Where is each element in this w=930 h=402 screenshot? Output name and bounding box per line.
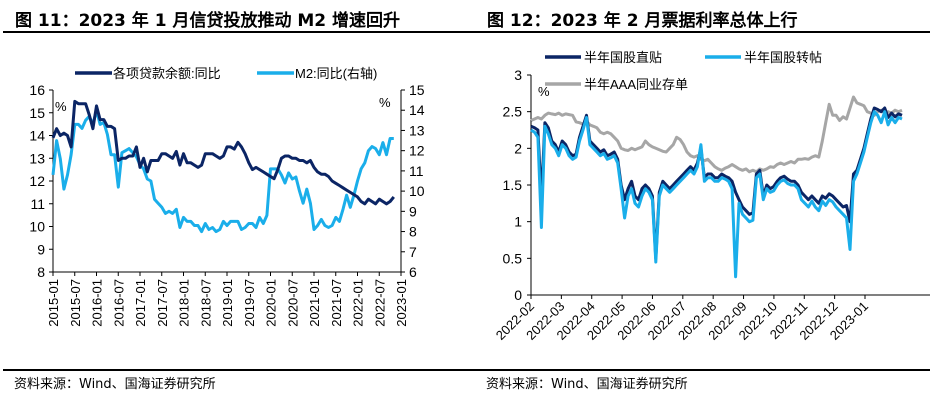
series-line-loans	[51, 99, 395, 206]
right-y-tick-label: 13	[409, 122, 425, 138]
left-y-tick-label: 15	[29, 105, 45, 121]
y-unit: %	[538, 84, 550, 99]
legend-label-ncd: 半年AAA同业存单	[584, 77, 688, 92]
source-divider	[3, 369, 465, 371]
x-tick-label: 2022-07	[372, 279, 387, 327]
y-tick-label: 0	[514, 287, 522, 303]
right-y-tick-label: 10	[409, 183, 425, 199]
y-tick-label: 2	[514, 140, 522, 156]
y-tick-label: 3	[514, 67, 522, 83]
x-tick-label: 2017-01	[133, 279, 148, 327]
right-y-tick-label: 8	[409, 224, 417, 240]
left-y-tick-label: 12	[29, 173, 45, 189]
title-divider	[3, 31, 465, 33]
y-tick-label: 0.5	[503, 250, 523, 266]
x-tick-label: 2015-07	[68, 279, 83, 327]
source-note: 资料来源：Wind、国海证券研究所	[14, 377, 216, 392]
chart-1-loan-m2: 8 9 10 11 12 13 14 15 16 6 7 8 9 10 11 12 13 14 15% % 2015-0…	[29, 66, 425, 327]
left-y-tick-label: 13	[29, 150, 45, 166]
right-y-tick-label: 14	[409, 102, 425, 118]
source-note: 资料来源：Wind、国海证券研究所	[486, 377, 688, 392]
left-y-tick-label: 9	[37, 241, 45, 257]
x-tick-label: 2016-01	[90, 279, 105, 327]
legend-label-rediscount: 半年国股转帖	[744, 50, 822, 65]
left-y-tick-label: 16	[29, 82, 45, 98]
right-y-tick-label: 11	[409, 163, 424, 179]
x-tick-label: 2021-01	[307, 279, 322, 327]
left-y-tick-label: 11	[30, 196, 45, 212]
right-y-tick-label: 12	[409, 143, 425, 159]
y-tick-label: 2.5	[503, 104, 523, 120]
x-tick-label: 2022-01	[351, 279, 366, 327]
x-tick-label: 2018-01	[177, 279, 192, 327]
right-y-tick-label: 15	[409, 82, 425, 98]
legend-label-m2: M2:同比(右轴)	[295, 66, 377, 81]
left-y-tick-label: 10	[29, 219, 45, 235]
right-y-unit: %	[379, 95, 391, 110]
x-tick-label: 2015-01	[46, 279, 61, 327]
chart-title: 图 12：2023 年 2 月票据利率总体上行	[487, 11, 798, 31]
x-tick-label: 2021-07	[329, 279, 344, 327]
x-tick-label: 2019-01	[220, 279, 235, 327]
right-y-tick-label: 6	[409, 264, 417, 280]
left-y-unit: %	[55, 99, 67, 114]
legend-label-loans: 各项贷款余额:同比	[113, 66, 221, 81]
right-y-tick-label: 7	[409, 244, 417, 260]
y-tick-label: 1	[514, 214, 522, 230]
x-tick-label: 2018-07	[198, 279, 213, 327]
series-line-m2	[51, 108, 394, 234]
legend-label-direct: 半年国股直贴	[584, 50, 662, 65]
left-y-tick-label: 14	[29, 128, 45, 144]
chart-title: 图 11：2023 年 1 月信贷投放推动 M2 增速回升	[15, 11, 401, 31]
x-tick-label: 2019-07	[242, 279, 257, 327]
series-line-rediscount	[530, 110, 903, 279]
left-y-tick-label: 8	[37, 264, 45, 280]
x-tick-label: 2023-01	[394, 279, 409, 327]
right-panel: 图 12：2023 年 2 月票据利率总体上行 0 0.5 1 1.5 2 2.5 3% 20…	[465, 0, 930, 402]
x-tick-label: 2016-07	[111, 279, 126, 327]
x-tick-label: 2017-07	[155, 279, 170, 327]
source-divider	[465, 369, 930, 371]
series-line-ncd	[530, 95, 903, 174]
x-tick-label: 2020-01	[264, 279, 279, 327]
x-tick-label: 2020-07	[285, 279, 300, 327]
series-line-direct	[530, 106, 903, 260]
left-panel: 图 11：2023 年 1 月信贷投放推动 M2 增速回升 8 9 10 11 12 13…	[3, 11, 465, 392]
chart-2-bill-rates: 00.511.522.53%2022-022022-032022-042022-…	[493, 50, 930, 343]
title-divider	[465, 31, 930, 33]
right-y-tick-label: 9	[409, 203, 417, 219]
y-tick-label: 1.5	[503, 177, 523, 193]
